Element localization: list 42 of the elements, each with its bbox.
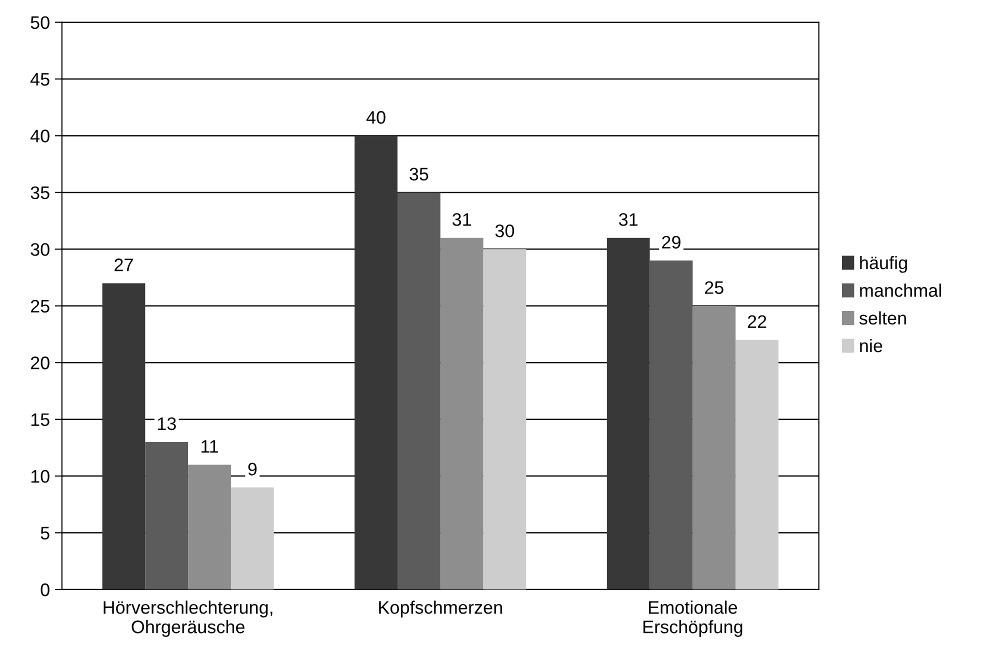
y-tick-label: 15 bbox=[31, 413, 50, 426]
x-tick-label: Hörverschlechterung, Ohrgeräusche bbox=[104, 600, 272, 637]
bar bbox=[483, 249, 526, 590]
data-label: 13 bbox=[158, 417, 176, 430]
bar bbox=[230, 487, 274, 590]
y-tick-label: 0 bbox=[40, 583, 50, 596]
data-label: 25 bbox=[705, 281, 724, 294]
bar bbox=[440, 238, 484, 590]
data-label: 27 bbox=[114, 258, 133, 272]
data-label: 22 bbox=[748, 315, 766, 328]
y-tick-label: 25 bbox=[30, 300, 50, 313]
data-label: 31 bbox=[452, 213, 471, 226]
x-tick-label: Emotionale Erschöpfung bbox=[643, 600, 742, 637]
y-tick-label: 30 bbox=[30, 243, 50, 256]
bar bbox=[188, 464, 231, 590]
bar bbox=[650, 260, 693, 590]
data-label: 30 bbox=[495, 224, 514, 238]
data-label: 11 bbox=[202, 440, 218, 453]
bar bbox=[397, 192, 440, 590]
x-tick-label: Kopfschmerzen bbox=[379, 600, 502, 618]
bar bbox=[692, 306, 736, 590]
data-label: 40 bbox=[366, 111, 386, 124]
data-label: 29 bbox=[662, 236, 680, 249]
bar bbox=[102, 283, 146, 590]
legend-label: selten bbox=[859, 311, 906, 325]
y-tick-label: 40 bbox=[30, 130, 50, 142]
bar bbox=[145, 442, 188, 590]
bar bbox=[606, 238, 650, 590]
bar bbox=[736, 340, 778, 590]
data-label: 9 bbox=[248, 462, 257, 476]
legend-label: häufig bbox=[860, 256, 907, 273]
legend-label: manchmal bbox=[860, 284, 941, 297]
y-tick-label: 20 bbox=[30, 356, 50, 370]
y-tick-label: 35 bbox=[30, 186, 50, 200]
legend-label: nie bbox=[860, 338, 882, 352]
y-tick-label: 45 bbox=[30, 73, 50, 86]
y-tick-label: 50 bbox=[30, 16, 50, 29]
y-tick-label: 10 bbox=[31, 470, 50, 483]
bar bbox=[354, 136, 398, 590]
y-tick-label: 5 bbox=[40, 526, 50, 540]
data-label: 31 bbox=[619, 213, 638, 226]
data-label: 35 bbox=[410, 168, 428, 181]
